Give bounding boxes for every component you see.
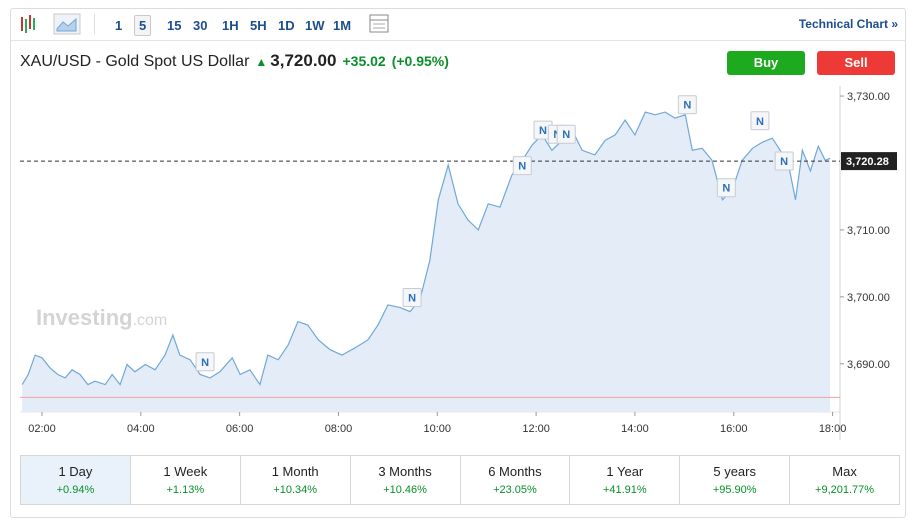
interval-button[interactable]: 1H (222, 18, 239, 33)
period-label: 1 Week (163, 464, 208, 479)
x-tick-label: 02:00 (28, 423, 56, 435)
y-tick-label: 3,690.00 (847, 359, 890, 371)
period-label: 1 Day (58, 464, 93, 479)
chart: Investing.com 3,690.00 3,700.00 3,710.00 3,7… (20, 86, 897, 440)
technical-chart-link[interactable]: Technical Chart » (798, 17, 898, 31)
price-area (22, 112, 831, 412)
x-tick-label: 12:00 (522, 423, 550, 435)
news-marker-label: N (539, 125, 547, 137)
news-marker (195, 352, 215, 372)
news-marker-label: N (683, 100, 691, 112)
x-tick-label: 06:00 (226, 423, 254, 435)
period-cell[interactable]: 1 Week +1.13% (131, 456, 241, 504)
news-marker (556, 124, 576, 144)
period-table: 1 Day +0.94% 1 Week +1.13% 1 Month +10.34% 3 M… (20, 455, 900, 505)
widget-frame (10, 8, 906, 518)
buy-button[interactable]: Buy (727, 51, 805, 75)
period-change: +23.05% (493, 484, 537, 496)
period-change: +95.90% (712, 484, 757, 496)
period-label: 5 years (713, 464, 756, 479)
period-cell[interactable]: 5 years +95.90% (680, 456, 791, 504)
period-label: 1 Year (606, 464, 644, 479)
up-arrow: ▲ (255, 55, 268, 69)
x-tick-label: 14:00 (621, 423, 649, 435)
period-change: +1.13% (166, 484, 205, 496)
y-tick-label: 3,710.00 (847, 225, 890, 237)
current-price-label: 3,720.28 (846, 156, 889, 168)
price: 3,720.00 (270, 51, 337, 70)
current-price-box (841, 152, 897, 171)
period-change: +10.34% (273, 484, 318, 496)
period-cell[interactable]: 1 Day +0.94% (21, 456, 131, 504)
interval-button[interactable]: 1M (333, 18, 352, 33)
news-marker-label: N (562, 129, 570, 141)
change: +35.02 (342, 53, 386, 69)
period-label: 6 Months (488, 464, 542, 479)
news-marker-label: N (722, 183, 730, 195)
period-cell[interactable]: 1 Year +41.91% (570, 456, 681, 504)
period-change: +9,201.77% (815, 484, 875, 496)
period-label: 3 Months (378, 464, 432, 479)
x-tick-label: 04:00 (127, 423, 155, 435)
change-percent: (+0.95%) (391, 53, 449, 69)
watermark-brand: Investing (36, 305, 133, 330)
toolbar: 1 5 15 30 1H 5H 1D 1W 1M Technical Chart » (10, 8, 906, 41)
period-label: Max (832, 464, 857, 479)
news-marker-label: N (780, 156, 788, 168)
x-tick-label: 08:00 (325, 423, 353, 435)
interval-button[interactable]: 1W (305, 18, 325, 33)
instrument-title: XAU/USD - Gold Spot US Dollar (20, 53, 250, 70)
period-change: +0.94% (56, 484, 95, 496)
news-marker (716, 178, 736, 198)
x-tick-label: 18:00 (819, 423, 847, 435)
period-cell[interactable]: 1 Month +10.34% (241, 456, 351, 504)
period-cell[interactable]: Max +9,201.77% (790, 456, 899, 504)
period-change: +41.91% (602, 484, 647, 496)
news-marker-label: N (201, 357, 209, 369)
y-tick-label: 3,730.00 (847, 91, 890, 103)
news-marker-label: N (408, 293, 416, 305)
watermark: Investing.com (36, 305, 167, 330)
period-change: +10.46% (383, 484, 427, 496)
table-icon[interactable] (368, 12, 392, 36)
news-marker (750, 111, 770, 131)
news-marker-label: N (756, 116, 764, 128)
interval-button[interactable]: 30 (193, 18, 208, 33)
period-cell[interactable]: 3 Months +10.46% (351, 456, 461, 504)
interval-button[interactable]: 5 (134, 15, 152, 36)
sell-button[interactable]: Sell (817, 51, 895, 75)
news-marker (512, 156, 532, 176)
watermark-suffix: .com (133, 312, 168, 329)
period-cell[interactable]: 6 Months +23.05% (461, 456, 571, 504)
x-tick-label: 16:00 (720, 423, 748, 435)
news-marker-label: N (518, 161, 526, 173)
interval-button[interactable]: 1D (278, 18, 295, 33)
x-tick-label: 10:00 (424, 423, 452, 435)
news-marker (677, 95, 697, 115)
interval-button[interactable]: 1 (115, 18, 123, 33)
chart-type-icons (21, 13, 81, 35)
instrument-header: XAU/USD - Gold Spot US Dollar ▲ 3,720.00 +3… (20, 51, 455, 71)
period-label: 1 Month (271, 464, 319, 479)
news-marker (402, 288, 422, 308)
interval-button[interactable]: 15 (167, 18, 182, 33)
news-marker (774, 151, 794, 171)
interval-button[interactable]: 5H (250, 18, 267, 33)
y-tick-label: 3,700.00 (847, 292, 890, 304)
